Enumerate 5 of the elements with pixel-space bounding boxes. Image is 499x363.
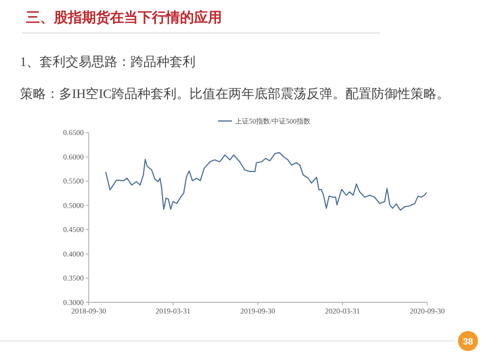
text: 38 bbox=[462, 336, 474, 346]
line-series bbox=[105, 152, 427, 211]
chart-title: 三、股指期货在当下行情的应用 bbox=[26, 9, 222, 25]
text: 策略：多IH空IC跨品种套利。比值在两年底部震荡反弹。配置防御性策略。 bbox=[20, 86, 450, 101]
chart-subtitle: 1、套利交易思路：跨品种套利 bbox=[20, 54, 196, 69]
